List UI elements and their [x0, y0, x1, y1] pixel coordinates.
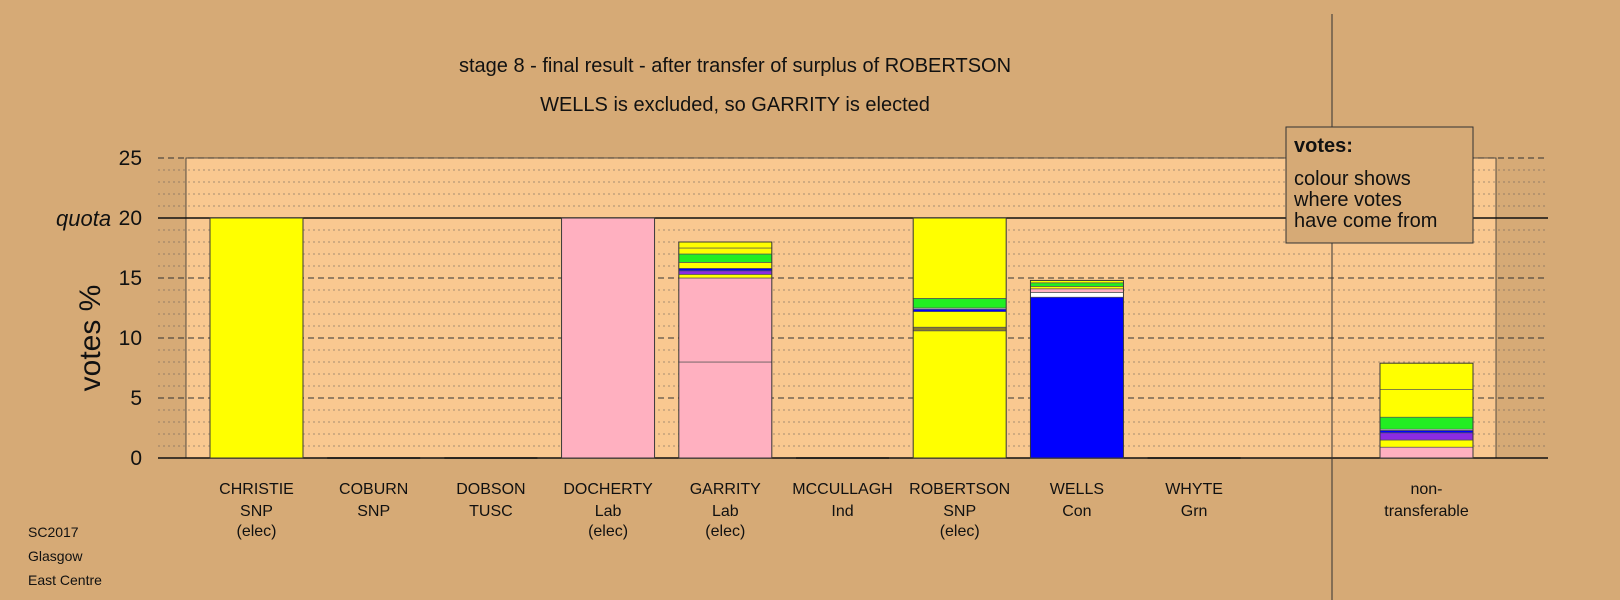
- bar-garrity-segment: [678, 274, 773, 279]
- bar-garrity-segment: [678, 268, 773, 272]
- bar-robertson-segment: [912, 308, 1007, 312]
- bar-robertson-segment: [912, 311, 1007, 328]
- nontransferable-label: transferable: [1384, 503, 1469, 520]
- y-tick-label: 5: [130, 387, 142, 410]
- y-tick-label: 10: [119, 327, 142, 350]
- candidate-party: Grn: [1181, 503, 1208, 520]
- candidate-name: WHYTE: [1165, 481, 1223, 498]
- bar-nontransferable-segment: [1379, 439, 1474, 448]
- bar-wells-segment: [1030, 288, 1124, 293]
- nontransferable-label: non-: [1410, 481, 1442, 498]
- bar-nontransferable-outline: [1379, 362, 1474, 459]
- plot-area: [185, 157, 1497, 459]
- candidate-name: CHRISTIE: [219, 481, 294, 498]
- candidate-party: Con: [1062, 503, 1091, 520]
- y-tick-label: 15: [119, 267, 142, 290]
- bar-garrity-segment: [678, 270, 773, 275]
- candidate-name: DOBSON: [456, 481, 525, 498]
- candidate-party: Ind: [831, 503, 853, 520]
- candidate-status: (elec): [588, 523, 628, 540]
- bar-wells-outline: [1029, 279, 1124, 459]
- y-axis-label: votes %: [74, 285, 107, 392]
- footer-election: SC2017: [28, 524, 79, 540]
- bar-garrity-outline: [678, 241, 773, 459]
- bar-garrity-segment: [678, 247, 773, 255]
- bar-robertson-segment: [912, 298, 1007, 309]
- bar-nontransferable-segment: [1379, 362, 1474, 390]
- footer-ward: East Centre: [28, 572, 102, 588]
- candidate-party: SNP: [240, 503, 273, 520]
- candidate-party: TUSC: [469, 503, 513, 520]
- y-tick-label: 0: [130, 447, 142, 470]
- footer-council: Glasgow: [28, 548, 83, 564]
- chart-marks: 0 5 10 15 20 25 quota CHRISTIE SNP (elec) COBURN SN…: [56, 14, 1548, 600]
- chart-subtitle: WELLS is excluded, so GARRITY is elected: [540, 94, 930, 116]
- bar-nontransferable-segment: [1379, 416, 1474, 430]
- bar-garrity-segment: [678, 241, 773, 249]
- legend-line: where votes: [1293, 189, 1402, 211]
- candidate-status: (elec): [940, 523, 980, 540]
- candidate-party: SNP: [357, 503, 390, 520]
- candidate-party: Lab: [712, 503, 739, 520]
- legend-line: colour shows: [1294, 168, 1411, 190]
- bar-robertson-segment: [912, 326, 1007, 332]
- bar-robertson-segment: [912, 330, 1007, 459]
- bar-wells-segment: [1030, 292, 1124, 298]
- bar-garrity-segment: [678, 361, 773, 459]
- bar-nontransferable-segment: [1379, 430, 1474, 434]
- candidate-name: ROBERTSON: [909, 481, 1010, 498]
- bar-robertson-segment: [912, 217, 1007, 299]
- bar-wells-segment: [1030, 296, 1124, 459]
- bar-nontransferable-segment: [1379, 432, 1474, 441]
- bar-wells-segment: [1030, 286, 1124, 290]
- bar-christie-segment: [209, 217, 304, 459]
- bar-christie-outline: [209, 217, 304, 459]
- bar-garrity-segment: [678, 277, 773, 363]
- legend-box: [1285, 126, 1474, 244]
- candidate-name: MCCULLAGH: [792, 481, 892, 498]
- candidate-party: SNP: [943, 503, 976, 520]
- bar-nontransferable-segment: [1379, 446, 1474, 459]
- candidate-name: GARRITY: [690, 481, 761, 498]
- bar-garrity-segment: [678, 262, 773, 269]
- y-tick-label: 25: [119, 147, 142, 170]
- legend-title: votes:: [1294, 135, 1353, 157]
- candidate-name: COBURN: [339, 481, 408, 498]
- quota-label: quota: [56, 206, 111, 231]
- footer: SC2017 Glasgow East Centre: [28, 520, 102, 592]
- candidate-party: Lab: [595, 503, 622, 520]
- candidate-name: DOCHERTY: [563, 481, 653, 498]
- bar-robertson-outline: [912, 217, 1007, 459]
- legend-line: have come from: [1294, 210, 1437, 232]
- candidate-status: (elec): [236, 523, 276, 540]
- bar-docherty-outline: [561, 217, 656, 459]
- candidate-status: (elec): [705, 523, 745, 540]
- candidate-name: WELLS: [1050, 481, 1104, 498]
- y-tick-label: 20: [119, 207, 142, 230]
- bar-wells-segment: [1030, 282, 1124, 287]
- bar-docherty-segment: [561, 217, 655, 459]
- bar-garrity-segment: [678, 253, 773, 263]
- bar-nontransferable-segment: [1379, 389, 1474, 418]
- chart-title: stage 8 - final result - after transfer …: [459, 55, 1011, 77]
